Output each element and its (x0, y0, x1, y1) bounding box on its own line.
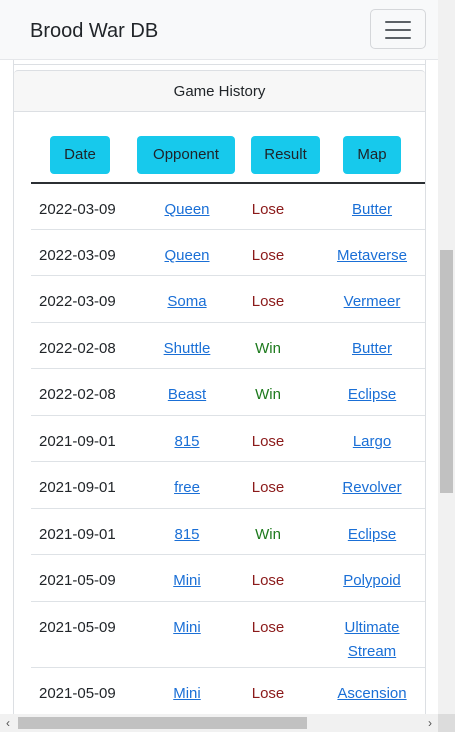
result-cell: Win (255, 386, 281, 403)
date-cell: 2022-02-08 (39, 340, 116, 357)
table-row: 2021-05-09 Mini Lose Ascension (31, 668, 425, 720)
map-link[interactable]: Butter (351, 340, 393, 357)
table-row: 2021-09-01 815 Win Eclipse (31, 509, 425, 555)
opponent-link[interactable]: Beast (167, 386, 207, 403)
table-row: 2022-03-09 Queen Lose Metaverse (31, 230, 425, 276)
opponent-link[interactable]: 815 (174, 433, 200, 450)
hamburger-menu-icon (385, 29, 411, 31)
date-cell: 2022-03-09 (39, 293, 116, 310)
opponent-link[interactable]: 815 (174, 526, 200, 543)
table-row: 2021-09-01 815 Lose Largo (31, 416, 425, 462)
table-row: 2021-05-09 Mini Lose Ultimate Stream (31, 602, 425, 668)
date-cell: 2021-09-01 (39, 433, 116, 450)
map-link[interactable]: Vermeer (343, 293, 401, 310)
date-cell: 2021-09-01 (39, 479, 116, 496)
map-link[interactable]: Metaverse (336, 247, 408, 264)
game-history-card: Game History Date Opponent Result Map 20… (13, 60, 426, 720)
vertical-scroll-thumb[interactable] (440, 250, 453, 493)
navbar: Brood War DB (0, 0, 438, 60)
map-link[interactable]: Revolver (342, 479, 402, 496)
opponent-link[interactable]: Queen (164, 247, 210, 264)
map-link[interactable]: Ultimate Stream (344, 619, 400, 660)
card-divider (14, 64, 425, 65)
column-date-button[interactable]: Date (50, 136, 110, 174)
table-header-divider (31, 182, 425, 184)
table-row: 2022-03-09 Soma Lose Vermeer (31, 276, 425, 323)
result-cell: Lose (251, 619, 285, 636)
date-cell: 2022-03-09 (39, 247, 116, 264)
table-row: 2022-02-08 Beast Win Eclipse (31, 369, 425, 416)
result-cell: Lose (251, 572, 285, 589)
navbar-toggle-button[interactable] (370, 9, 426, 49)
date-cell: 2021-05-09 (39, 572, 116, 589)
date-cell: 2021-09-01 (39, 526, 116, 543)
table-row: 2021-05-09 Mini Lose Polypoid (31, 555, 425, 602)
map-link[interactable]: Eclipse (347, 526, 397, 543)
result-cell: Lose (251, 685, 285, 702)
scrollbar-corner (438, 714, 455, 732)
scroll-left-arrow-icon[interactable]: ‹ (6, 716, 10, 730)
hamburger-menu-icon (385, 37, 411, 39)
opponent-link[interactable]: Mini (173, 572, 201, 589)
date-cell: 2022-02-08 (39, 386, 116, 403)
result-cell: Lose (251, 293, 285, 310)
result-cell: Lose (251, 201, 285, 218)
column-result-button[interactable]: Result (251, 136, 320, 174)
map-link[interactable]: Polypoid (343, 572, 401, 589)
opponent-link[interactable]: Shuttle (163, 340, 211, 357)
brand-link[interactable]: Brood War DB (30, 20, 159, 42)
column-opponent-button[interactable]: Opponent (137, 136, 235, 174)
card-title: Game History (14, 70, 425, 112)
table-row: 2022-03-09 Queen Lose Butter (31, 184, 425, 230)
opponent-link[interactable]: Mini (173, 619, 201, 636)
map-link[interactable]: Ascension (337, 685, 407, 702)
map-link[interactable]: Butter (351, 201, 393, 218)
result-cell: Lose (251, 247, 285, 264)
date-cell: 2021-05-09 (39, 685, 116, 702)
horizontal-scroll-thumb[interactable] (18, 717, 307, 729)
date-cell: 2021-05-09 (39, 619, 116, 636)
opponent-link[interactable]: Queen (164, 201, 210, 218)
result-cell: Win (255, 340, 281, 357)
result-cell: Lose (251, 433, 285, 450)
map-link[interactable]: Largo (352, 433, 392, 450)
date-cell: 2022-03-09 (39, 201, 116, 218)
opponent-link[interactable]: free (174, 479, 200, 496)
table-row: 2021-09-01 free Lose Revolver (31, 462, 425, 509)
opponent-link[interactable]: Soma (167, 293, 207, 310)
game-history-table: Date Opponent Result Map 2022-03-09 Queen… (14, 112, 425, 720)
column-map-button[interactable]: Map (343, 136, 401, 174)
horizontal-scrollbar[interactable]: ‹ › (0, 714, 438, 732)
result-cell: Lose (251, 479, 285, 496)
opponent-link[interactable]: Mini (173, 685, 201, 702)
hamburger-menu-icon (385, 21, 411, 23)
map-link[interactable]: Eclipse (347, 386, 397, 403)
table-row: 2022-02-08 Shuttle Win Butter (31, 323, 425, 369)
scroll-right-arrow-icon[interactable]: › (428, 716, 432, 730)
vertical-scrollbar[interactable] (438, 0, 455, 714)
result-cell: Win (255, 526, 281, 543)
